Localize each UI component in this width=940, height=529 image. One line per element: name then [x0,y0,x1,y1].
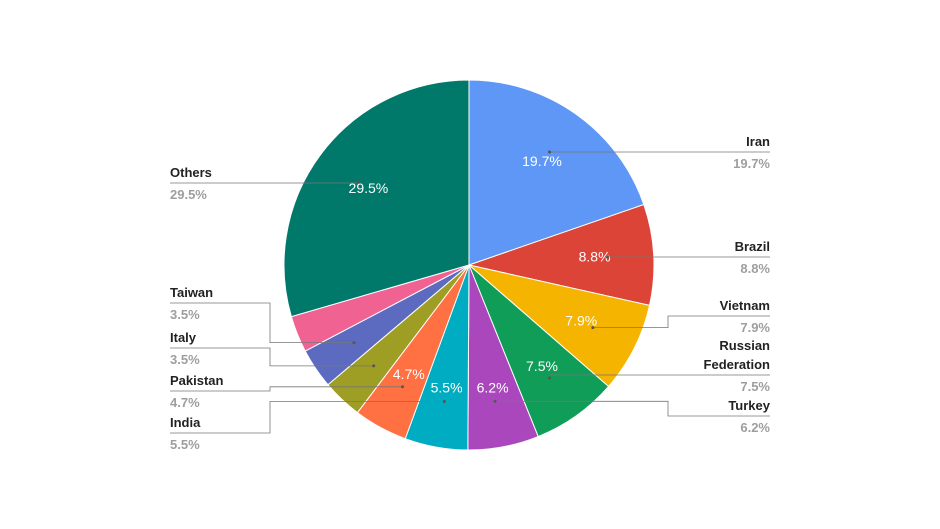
legend-name: Pakistan [170,373,224,388]
legend-value: 7.5% [740,379,770,394]
leader-line [494,400,770,417]
leader-dot [547,150,551,154]
slice-label: 8.8% [579,249,611,265]
leader-dot [591,326,595,330]
slice-label: 29.5% [349,180,389,196]
slice-label: 4.7% [393,366,425,382]
legend-value: 29.5% [170,187,207,202]
pie-slice [283,79,470,318]
leader-line [170,401,445,434]
pie-slice [468,79,645,266]
legend-name: Others [170,165,212,180]
legend-label: Italy 3.5% [170,328,280,369]
legend-label: Brazil 8.8% [660,237,770,278]
leader-dot [401,385,405,389]
legend-value: 8.8% [740,261,770,276]
legend-name: India [170,415,201,430]
leader-dot [352,341,356,345]
legend-name: Italy [170,330,197,345]
leader-dot [356,180,360,184]
legend-value: 4.7% [170,395,200,410]
legend-name: Turkey [728,398,770,413]
leader-dot [547,376,551,380]
legend-value: 19.7% [733,156,770,171]
legend-label: Russian Federation 7.5% [660,336,770,396]
legend-name: Taiwan [170,285,214,300]
leader-dot [606,255,610,259]
leader-dot [442,400,446,404]
legend-label: India 5.5% [170,413,280,454]
leader-line [170,347,374,367]
legend-label: Vietnam 7.9% [660,296,770,337]
legend-label: Taiwan 3.5% [170,283,280,324]
legend-name: Vietnam [719,298,770,313]
legend-value: 5.5% [170,437,200,452]
slice-label: 7.9% [565,312,597,328]
leader-dot [493,399,497,403]
legend-value: 3.5% [170,352,200,367]
slice-label: 19.7% [522,153,562,169]
legend-name: Iran [746,134,770,149]
slice-label: 7.5% [526,358,558,374]
leader-line [170,302,354,344]
legend-label: Iran 19.7% [660,132,770,173]
legend-name: Russian Federation [703,338,770,372]
slice-label: 6.2% [477,379,509,395]
leader-line [170,386,403,392]
leader-line [592,315,770,329]
legend-value: 6.2% [740,420,770,435]
slice-label: 5.5% [431,379,463,395]
leader-dot [372,364,376,368]
legend-label: Turkey 6.2% [660,396,770,437]
legend-name: Brazil [734,239,770,254]
pie-slice [468,264,651,388]
legend-label: Others 29.5% [170,163,280,204]
legend-label: Pakistan 4.7% [170,371,280,412]
pie-slice [467,203,655,306]
legend-value: 7.9% [740,320,770,335]
legend-value: 3.5% [170,307,200,322]
